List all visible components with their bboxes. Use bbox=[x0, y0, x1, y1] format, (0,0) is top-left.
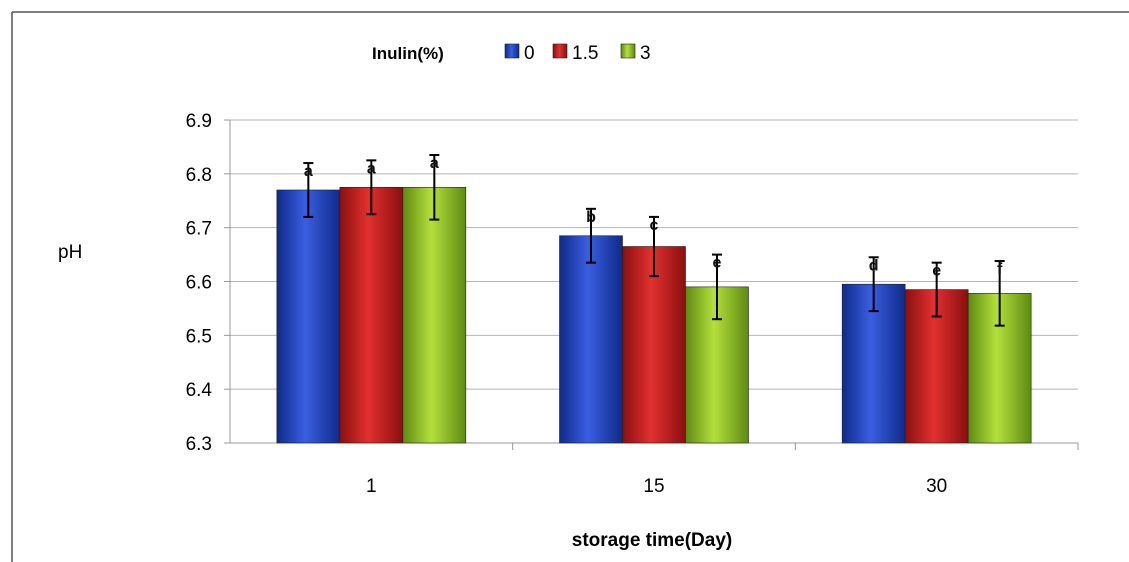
significance-label: e bbox=[713, 255, 722, 272]
legend-label-1.5: 1.5 bbox=[572, 43, 598, 64]
significance-label: a bbox=[430, 155, 439, 172]
legend-swatch-3 bbox=[620, 43, 636, 59]
x-tick-label: 30 bbox=[926, 476, 947, 497]
y-tick-label: 6.6 bbox=[186, 273, 212, 294]
x-tick-label: 1 bbox=[366, 476, 377, 497]
bar-1.5-15 bbox=[622, 246, 686, 444]
significance-label: c bbox=[650, 217, 659, 234]
significance-label: b bbox=[586, 209, 596, 226]
legend-title: Inulin(%) bbox=[372, 44, 444, 63]
significance-label: d bbox=[869, 257, 879, 274]
y-tick-label: 6.8 bbox=[186, 165, 212, 186]
y-tick-label: 6.5 bbox=[186, 326, 212, 347]
y-axis-title: pH bbox=[58, 242, 82, 263]
x-tick-label: 15 bbox=[643, 476, 664, 497]
legend-label-3: 3 bbox=[640, 43, 651, 64]
x-axis-title: storage time(Day) bbox=[572, 530, 733, 551]
bar-0-15 bbox=[559, 235, 623, 444]
significance-label: e bbox=[932, 263, 941, 280]
y-tick-label: 6.7 bbox=[186, 219, 212, 240]
bar-1.5-1 bbox=[339, 186, 404, 444]
bar-0-1 bbox=[276, 189, 341, 444]
y-tick-label: 6.9 bbox=[186, 111, 212, 132]
bars: a a a b c e d e f bbox=[276, 153, 1032, 444]
legend-label-0: 0 bbox=[524, 43, 535, 64]
significance-label: a bbox=[367, 160, 376, 177]
y-tick-label: 6.4 bbox=[186, 380, 213, 401]
significance-label: f bbox=[997, 261, 1003, 278]
legend-swatch-1.5 bbox=[552, 43, 568, 59]
significance-label: a bbox=[304, 163, 313, 180]
y-tick-label: 6.3 bbox=[186, 434, 212, 455]
legend-swatch-0 bbox=[504, 43, 520, 59]
y-axis-ticks: 6.3 6.4 6.5 6.6 6.7 6.8 6.9 bbox=[186, 111, 213, 455]
legend: Inulin(%) 0 1.5 3 bbox=[372, 43, 651, 64]
bar-3-1 bbox=[402, 186, 467, 444]
x-axis-ticks: 1 15 30 bbox=[366, 476, 947, 497]
